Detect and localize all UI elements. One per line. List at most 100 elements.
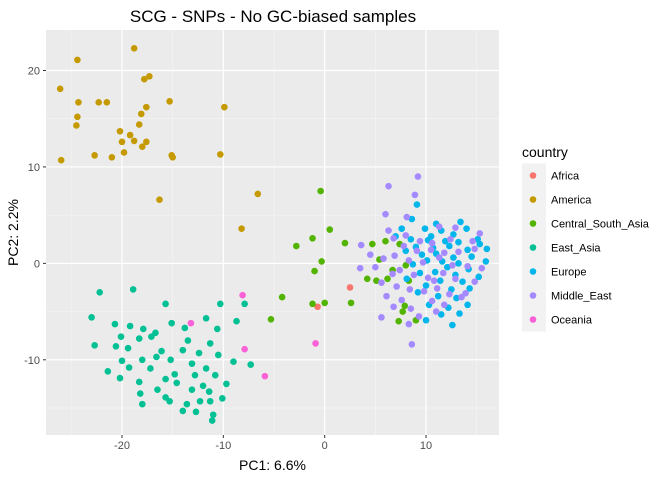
data-point-middle-east (378, 314, 385, 321)
data-point-east-asia (191, 371, 199, 379)
y-tick-label: 10 (28, 162, 40, 174)
data-point-east-asia (205, 388, 213, 395)
data-point-east-asia (219, 395, 226, 402)
data-point-east-asia (167, 356, 174, 364)
data-point-central-south-asia (363, 275, 371, 283)
x-axis-ticks: -20 -10 0 10 (114, 435, 432, 452)
data-point-europe (431, 268, 439, 276)
data-point-middle-east (400, 242, 408, 250)
data-point-central-south-asia (267, 315, 275, 323)
data-point-central-south-asia (373, 277, 380, 285)
data-point-middle-east (378, 279, 385, 286)
data-point-east-asia (202, 365, 210, 372)
data-point-east-asia (233, 317, 240, 325)
data-point-middle-east (383, 292, 390, 300)
data-point-europe (403, 275, 411, 283)
data-point-america (91, 152, 98, 159)
data-point-east-asia (153, 353, 160, 361)
data-point-east-asia (138, 356, 146, 364)
data-point-middle-east (471, 245, 478, 253)
data-point-east-asia (166, 397, 173, 405)
x-tick-label: 0 (322, 440, 328, 452)
data-point-east-asia (214, 351, 222, 359)
data-point-middle-east (405, 320, 413, 328)
data-point-middle-east (455, 248, 462, 256)
data-point-africa (346, 284, 354, 291)
legend-marker-oceania (529, 316, 537, 323)
data-point-oceania (312, 340, 319, 347)
data-point-middle-east (405, 257, 413, 264)
data-point-east-asia (217, 300, 224, 308)
x-tick-label: -10 (215, 440, 231, 452)
data-point-america (103, 99, 111, 106)
legend-items: Africa America Central_South_Asia East_Asia… (522, 163, 650, 332)
data-point-east-asia (230, 358, 237, 366)
data-point-east-asia (208, 417, 216, 424)
data-point-europe (441, 237, 449, 245)
data-point-east-asia (112, 342, 120, 350)
data-point-middle-east (366, 251, 374, 258)
data-point-europe (466, 285, 473, 292)
data-point-middle-east (390, 303, 397, 311)
data-point-europe (446, 242, 453, 250)
data-point-america (118, 138, 126, 146)
legend-label-oceania: Oceania (551, 315, 593, 327)
legend-marker-middle-east (529, 292, 537, 299)
data-point-middle-east (416, 237, 424, 245)
data-point-middle-east (410, 271, 418, 279)
data-point-central-south-asia (318, 258, 325, 265)
data-point-america (166, 98, 173, 105)
data-point-europe (413, 201, 421, 208)
data-point-central-south-asia (293, 242, 300, 250)
data-point-middle-east (469, 237, 476, 245)
data-points (56, 45, 491, 424)
data-point-central-south-asia (326, 226, 334, 233)
data-point-east-asia (247, 361, 255, 368)
data-point-east-asia (129, 286, 137, 293)
data-point-middle-east (452, 275, 459, 283)
data-point-east-asia (188, 386, 196, 393)
data-point-america (56, 85, 64, 93)
data-point-east-asia (188, 360, 196, 367)
data-point-middle-east (407, 305, 415, 312)
data-point-america (57, 156, 65, 164)
data-point-middle-east (411, 191, 419, 199)
data-point-middle-east (393, 283, 400, 290)
data-point-europe (464, 246, 471, 254)
data-point-europe (475, 273, 483, 281)
data-point-east-asia (118, 357, 126, 365)
data-point-middle-east (424, 274, 432, 282)
data-point-central-south-asia (402, 261, 410, 269)
data-point-america (221, 103, 228, 111)
data-point-middle-east (420, 288, 428, 295)
data-point-middle-east (413, 247, 421, 255)
data-point-east-asia (213, 325, 221, 333)
data-point-oceania (241, 345, 248, 353)
data-point-east-asia (179, 407, 187, 415)
data-point-europe (455, 238, 462, 246)
data-point-middle-east (435, 223, 443, 231)
data-point-middle-east (439, 269, 447, 277)
data-point-east-asia (206, 340, 214, 347)
data-point-east-asia (125, 364, 133, 371)
data-point-america (143, 138, 150, 146)
data-point-east-asia (211, 371, 219, 379)
data-point-middle-east (406, 286, 414, 293)
data-point-east-asia (192, 408, 200, 416)
data-point-east-asia (91, 342, 98, 349)
data-point-middle-east (419, 259, 427, 266)
data-point-central-south-asia (309, 300, 316, 308)
data-point-central-south-asia (321, 299, 328, 307)
data-point-middle-east (435, 254, 443, 261)
data-point-east-asia (124, 344, 132, 352)
y-tick-label: 20 (28, 66, 40, 78)
data-point-central-south-asia (311, 267, 318, 275)
y-axis-ticks: -10 0 10 20 (24, 66, 46, 367)
data-point-america (108, 153, 116, 161)
data-point-europe (459, 278, 466, 285)
data-point-east-asia (117, 333, 125, 340)
data-point-middle-east (471, 278, 478, 285)
data-point-middle-east (447, 235, 454, 243)
data-point-middle-east (372, 263, 379, 271)
